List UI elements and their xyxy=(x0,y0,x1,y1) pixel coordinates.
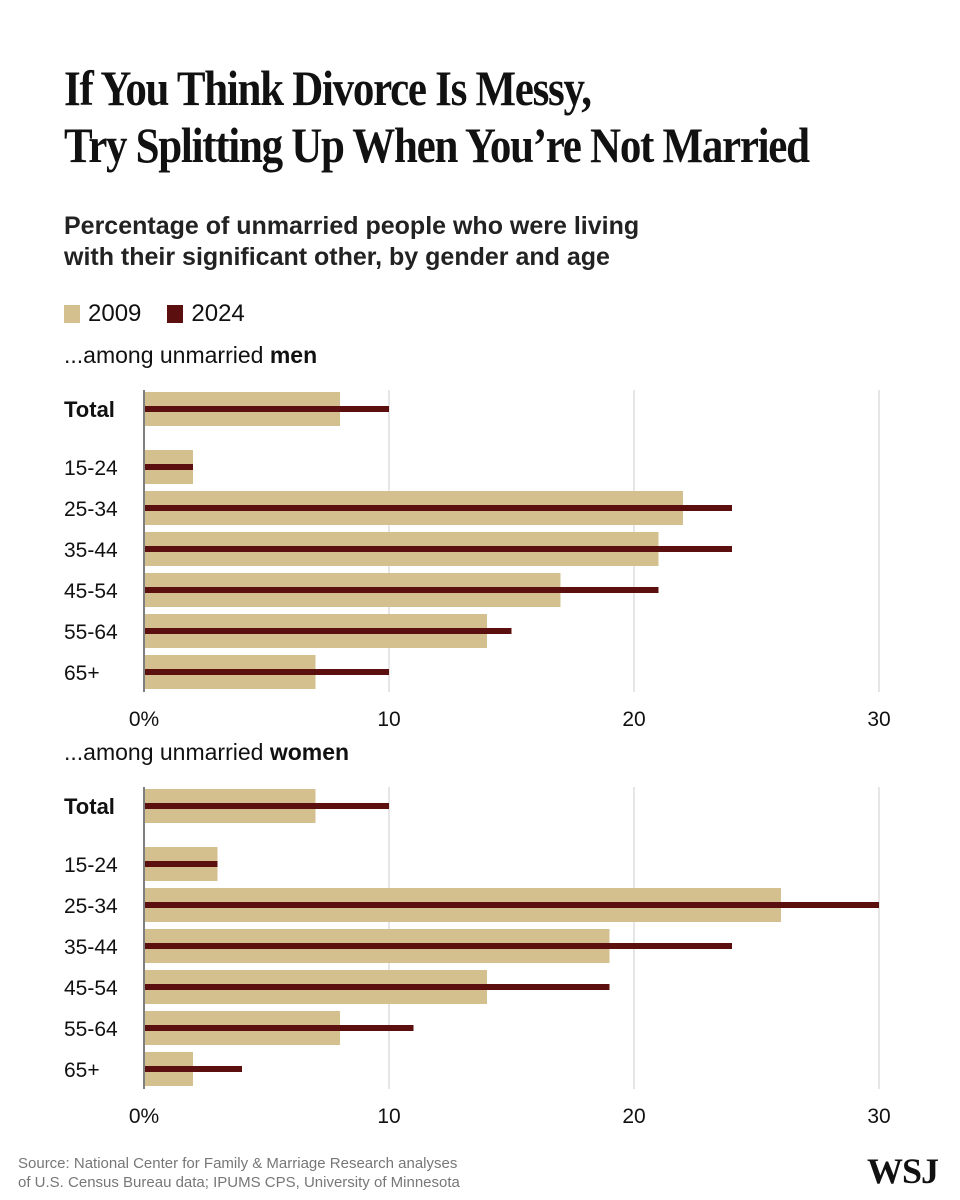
category-label: 65+ xyxy=(64,662,100,685)
bar-2024 xyxy=(145,628,512,634)
category-label: 55-64 xyxy=(64,621,118,644)
category-label: 45-54 xyxy=(64,977,118,1000)
category-label: 65+ xyxy=(64,1059,100,1082)
source-note: Source: National Center for Family & Mar… xyxy=(18,1154,460,1192)
men-panel-label: ...among unmarried men xyxy=(64,342,317,369)
bar-2024 xyxy=(145,1066,242,1072)
bar-2024 xyxy=(145,1025,414,1031)
subtitle-line-2: with their significant other, by gender … xyxy=(64,243,610,271)
women-panel-label: ...among unmarried women xyxy=(64,739,349,766)
title-line-2: Try Splitting Up When You’re Not Married xyxy=(64,117,810,173)
legend-label-2009: 2009 xyxy=(88,300,142,327)
bar-2024 xyxy=(145,669,389,675)
legend-swatch-2024 xyxy=(167,305,184,323)
category-label: 25-34 xyxy=(64,498,118,521)
women-chart: 0% 10 20 30 Total 15-24 25-34 35-44 45-54 55-64 65… xyxy=(64,787,891,1127)
x-tick-label: 30 xyxy=(867,1105,890,1127)
bar-2024 xyxy=(145,861,218,867)
panel-label-prefix: ...among unmarried xyxy=(64,739,270,765)
bar-2024 xyxy=(145,943,732,949)
legend-label-2024: 2024 xyxy=(191,300,245,327)
category-label: 25-34 xyxy=(64,895,118,918)
x-tick-label: 20 xyxy=(622,1105,645,1127)
source-line-2: of U.S. Census Bureau data; IPUMS CPS, U… xyxy=(18,1174,460,1191)
x-tick-label: 20 xyxy=(622,708,645,730)
bar-2024 xyxy=(145,902,879,908)
bar-2024 xyxy=(145,464,193,470)
title-line-1: If You Think Divorce Is Messy, xyxy=(64,60,592,116)
category-label: 35-44 xyxy=(64,936,118,959)
bar-2024 xyxy=(145,984,610,990)
bar-2024 xyxy=(145,406,389,412)
legend: 2009 2024 xyxy=(64,300,245,328)
category-label: 15-24 xyxy=(64,854,118,877)
category-label: 15-24 xyxy=(64,457,118,480)
bar-2024 xyxy=(145,803,389,809)
category-label: 35-44 xyxy=(64,539,118,562)
wsj-logo: WSJ xyxy=(866,1151,939,1191)
chart-title: If You Think Divorce Is Messy, Try Split… xyxy=(64,60,810,174)
bar-2024 xyxy=(145,505,732,511)
category-label: Total xyxy=(64,794,115,819)
bar-2024 xyxy=(145,587,659,593)
panel-label-bold: women xyxy=(269,739,350,765)
category-label: 55-64 xyxy=(64,1018,118,1041)
panel-label-bold: men xyxy=(269,342,318,368)
x-tick-label: 10 xyxy=(377,1105,400,1127)
category-label: Total xyxy=(64,397,115,422)
x-tick-label: 0% xyxy=(129,1105,159,1127)
subtitle-line-1: Percentage of unmarried people who were … xyxy=(64,212,640,240)
source-line-1: Source: National Center for Family & Mar… xyxy=(18,1155,458,1172)
x-tick-label: 0% xyxy=(129,708,159,730)
chart-subtitle: Percentage of unmarried people who were … xyxy=(64,211,639,273)
legend-swatch-2009 xyxy=(64,305,80,323)
bar-2024 xyxy=(145,546,732,552)
panel-label-prefix: ...among unmarried xyxy=(64,342,270,368)
men-chart: 0% 10 20 30 Total 15-24 25-34 35-44 45-54 55-64 65… xyxy=(64,390,891,730)
x-tick-label: 30 xyxy=(867,708,890,730)
x-tick-label: 10 xyxy=(377,708,400,730)
category-label: 45-54 xyxy=(64,580,118,603)
